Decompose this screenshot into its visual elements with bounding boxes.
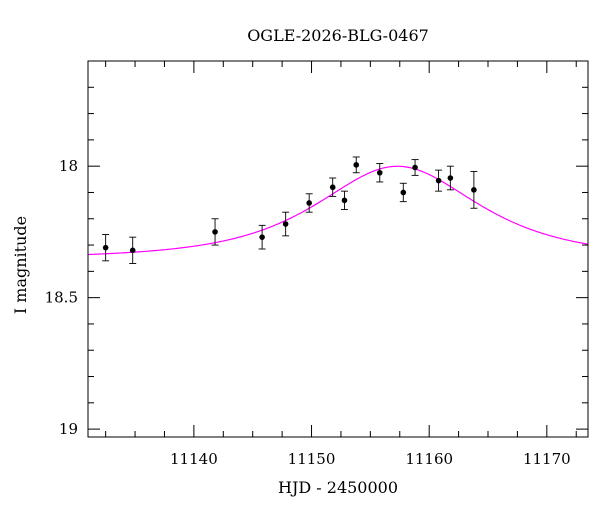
x-tick-label: 11170 [523, 450, 571, 468]
data-point [376, 169, 383, 176]
data-point [341, 197, 348, 204]
data-point [400, 189, 407, 196]
y-axis-label: I magnitude [11, 216, 30, 314]
model-curve [88, 165, 588, 256]
data-point [129, 247, 136, 254]
data-point [435, 177, 442, 184]
data-point [329, 184, 336, 191]
x-tick-label: 11160 [405, 450, 453, 468]
y-tick-label: 18 [59, 157, 78, 175]
data-point [353, 162, 360, 168]
data-point [306, 200, 312, 206]
y-tick-label: 19 [59, 420, 78, 438]
plot-frame [87, 60, 589, 438]
x-tick-label: 11140 [170, 450, 218, 468]
x-axis-label: HJD - 2450000 [278, 478, 398, 497]
data-point [282, 221, 289, 227]
chart-title: OGLE-2026-BLG-0467 [247, 26, 429, 45]
data-point [102, 244, 109, 251]
y-tick-label: 18.5 [45, 289, 78, 307]
plot-area [88, 156, 588, 264]
axis-ticks: 11140 11150 11160 11170 18 18.5 19 [45, 60, 588, 468]
data-point [259, 234, 265, 240]
data-point [471, 187, 477, 193]
x-tick-label: 11150 [288, 450, 336, 468]
data-point [412, 164, 418, 171]
data-point [212, 229, 218, 235]
data-point [447, 175, 454, 181]
